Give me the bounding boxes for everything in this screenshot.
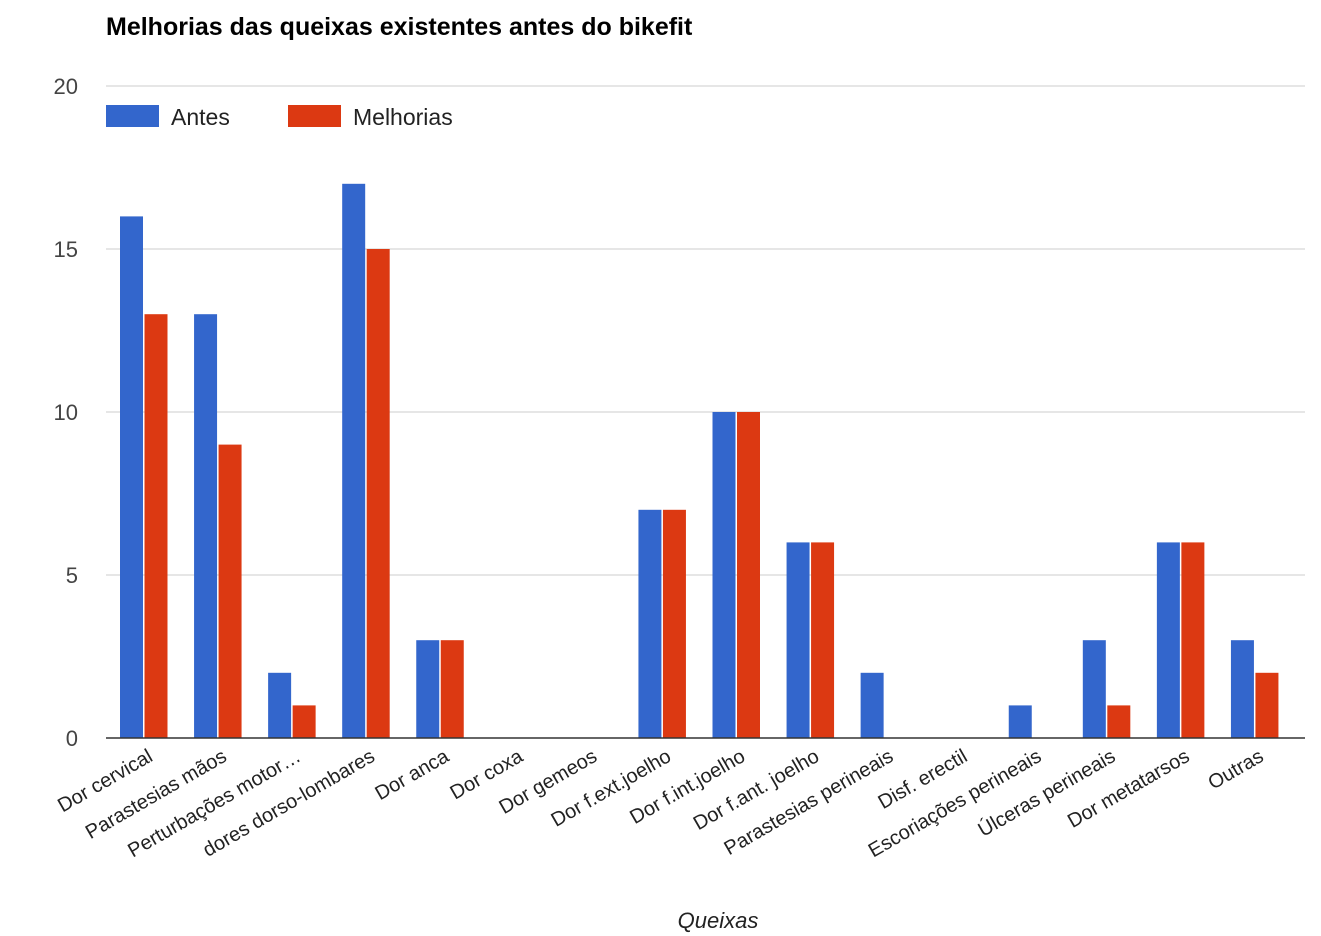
- bar-antes: [712, 412, 736, 738]
- legend-label-melhorias: Melhorias: [353, 104, 453, 130]
- bar-melhorias: [662, 509, 686, 738]
- chart-title: Melhorias das queixas existentes antes d…: [106, 13, 693, 41]
- x-axis-title: Queixas: [678, 908, 759, 933]
- bar-melhorias: [811, 542, 835, 738]
- bar-melhorias: [292, 705, 316, 738]
- bar-antes: [1082, 640, 1106, 738]
- legend-label-antes: Antes: [171, 104, 230, 130]
- bar-antes: [342, 183, 366, 739]
- x-tick-label: Úlceras perineais: [974, 744, 1119, 841]
- y-tick-label: 10: [54, 400, 78, 425]
- x-tick-label: Dor metatarsos: [1064, 745, 1193, 832]
- bar-antes: [1008, 705, 1032, 738]
- bar-antes: [1156, 542, 1180, 738]
- y-tick-label: 5: [66, 563, 78, 588]
- y-tick-label: 15: [54, 237, 78, 262]
- bar-antes: [416, 640, 440, 738]
- x-tick-label: Dor anca: [371, 745, 453, 805]
- bar-melhorias: [144, 314, 168, 738]
- bars: [120, 183, 1279, 739]
- bar-melhorias: [1107, 705, 1131, 738]
- y-tick-label: 0: [66, 726, 78, 751]
- bar-melhorias: [737, 412, 760, 738]
- bar-melhorias: [440, 640, 464, 738]
- bar-antes: [1230, 640, 1254, 738]
- bar-melhorias: [218, 444, 242, 738]
- bar-antes: [120, 216, 143, 738]
- bar-melhorias: [366, 249, 390, 738]
- bar-antes: [194, 314, 218, 738]
- y-tick-label: 20: [54, 74, 78, 99]
- legend: Antes Melhorias: [106, 104, 453, 130]
- legend-swatch-melhorias: [288, 105, 341, 127]
- bar-antes: [268, 672, 292, 738]
- x-tick-label: Outras: [1204, 745, 1267, 794]
- bar-melhorias: [1255, 672, 1279, 738]
- y-axis-ticks: 0 5 10 15 20: [54, 74, 78, 751]
- bar-antes: [860, 672, 884, 738]
- bar-melhorias: [1181, 542, 1205, 738]
- bar-antes: [638, 509, 662, 738]
- bar-antes: [786, 542, 810, 738]
- gridlines: [106, 85, 1305, 576]
- legend-swatch-antes: [106, 105, 159, 127]
